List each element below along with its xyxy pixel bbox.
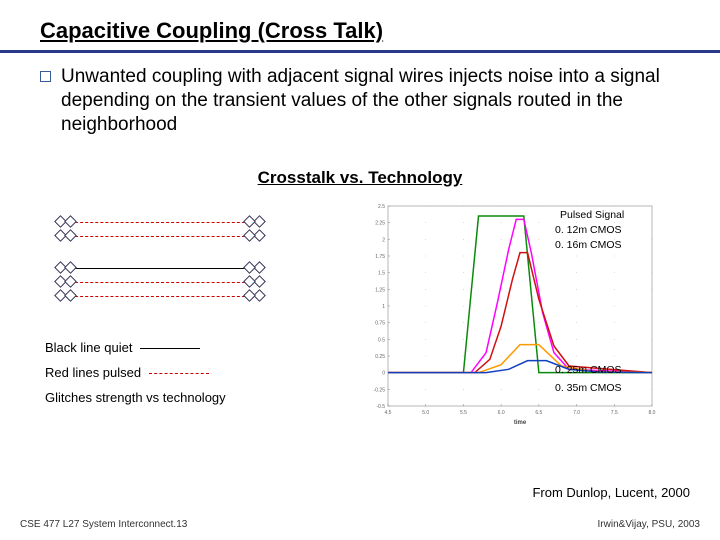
body-text: Unwanted coupling with adjacent signal w… — [61, 65, 680, 136]
svg-text:-0.25: -0.25 — [374, 388, 386, 394]
svg-text:0. 35m CMOS: 0. 35m CMOS — [555, 382, 622, 394]
svg-text:Pulsed Signal: Pulsed Signal — [560, 209, 624, 221]
legend-pulsed-line — [149, 373, 209, 374]
legend-pulsed: Red lines pulsed — [45, 361, 141, 386]
svg-text:5.5: 5.5 — [460, 410, 467, 416]
svg-text:2.5: 2.5 — [378, 204, 385, 210]
footer-left: CSE 477 L27 System Interconnect.13 — [20, 519, 187, 530]
footer-right: Irwin&Vijay, PSU, 2003 — [598, 519, 700, 530]
legend-quiet: Black line quiet — [45, 336, 132, 361]
bullet-icon — [40, 71, 51, 82]
chart-subtitle: Crosstalk vs. Technology — [0, 168, 720, 188]
svg-text:time: time — [514, 420, 527, 426]
svg-text:2: 2 — [382, 238, 385, 244]
svg-text:0. 16m CMOS: 0. 16m CMOS — [555, 239, 622, 251]
svg-text:0.5: 0.5 — [378, 338, 385, 344]
svg-text:2.25: 2.25 — [375, 221, 385, 227]
svg-text:6.0: 6.0 — [498, 410, 505, 416]
svg-text:1.75: 1.75 — [375, 254, 385, 260]
svg-text:7.5: 7.5 — [611, 410, 618, 416]
crosstalk-chart: -0.5-0.2500.250.50.7511.251.51.7522.252.… — [360, 198, 660, 428]
slide-title: Capacitive Coupling (Cross Talk) — [0, 0, 720, 53]
svg-text:5.0: 5.0 — [422, 410, 429, 416]
svg-text:1: 1 — [382, 304, 385, 310]
svg-text:4.5: 4.5 — [385, 410, 392, 416]
legend: Black line quiet Red lines pulsed Glitch… — [45, 336, 330, 410]
attribution: From Dunlop, Lucent, 2000 — [532, 485, 690, 500]
svg-text:0.75: 0.75 — [375, 321, 385, 327]
svg-text:1.5: 1.5 — [378, 271, 385, 277]
wire-diagram — [50, 222, 270, 312]
svg-text:8.0: 8.0 — [649, 410, 656, 416]
svg-text:6.5: 6.5 — [535, 410, 542, 416]
legend-quiet-line — [140, 348, 200, 349]
svg-text:7.0: 7.0 — [573, 410, 580, 416]
svg-text:0: 0 — [382, 371, 385, 377]
legend-note: Glitches strength vs technology — [45, 386, 330, 411]
svg-text:0.25: 0.25 — [375, 354, 385, 360]
svg-text:0. 12m CMOS: 0. 12m CMOS — [555, 224, 622, 236]
svg-text:1.25: 1.25 — [375, 288, 385, 294]
svg-text:0. 25m CMOS: 0. 25m CMOS — [555, 364, 622, 376]
body-block: Unwanted coupling with adjacent signal w… — [0, 53, 720, 136]
